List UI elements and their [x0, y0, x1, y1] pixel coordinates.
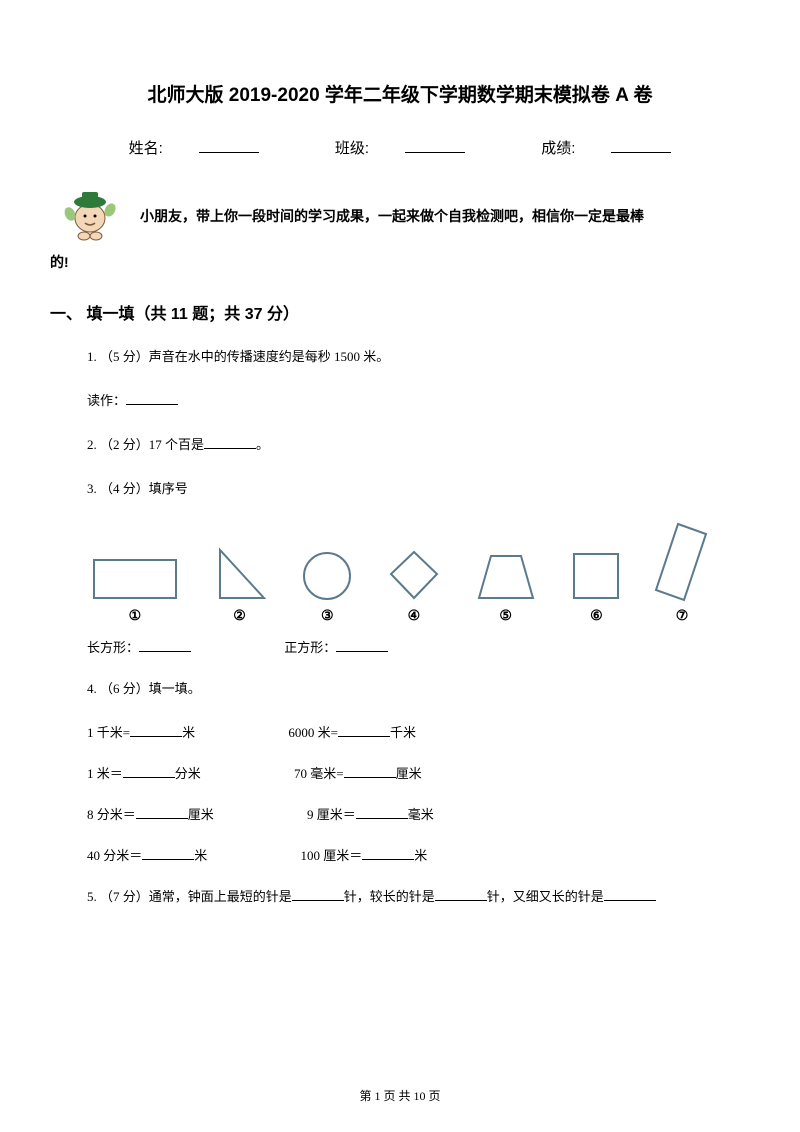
q1-blank — [126, 392, 178, 405]
question-3: 3. （4 分）填序号 — [87, 478, 735, 500]
q4-row-2: 1 米＝ 分米 70 毫米= 厘米 — [87, 763, 735, 782]
blank — [123, 765, 175, 778]
q4-row-4: 40 分米＝ 米 100 厘米＝ 米 — [87, 845, 735, 864]
square-label: 正方形： — [284, 640, 336, 655]
q4-row-3: 8 分米＝ 厘米 9 厘米＝ 毫米 — [87, 804, 735, 823]
question-4: 4. （6 分）填一填。 — [87, 678, 735, 700]
q4r3-lu: 厘米 — [188, 807, 214, 822]
q5-blank2 — [435, 888, 487, 901]
page-footer: 第 1 页 共 10 页 — [0, 1087, 800, 1104]
q4r1-lu: 米 — [182, 725, 195, 740]
shape-triangle: ② — [210, 546, 270, 625]
shape-label-2: ② — [233, 608, 246, 625]
q4r2-lu: 分米 — [175, 766, 201, 781]
shape-label-7: ⑦ — [676, 608, 689, 625]
score-label: 成绩: — [541, 140, 575, 157]
q4r4-ru: 米 — [414, 848, 427, 863]
blank — [130, 724, 182, 737]
q2-text: 2. （2 分）17 个百是 — [87, 437, 204, 452]
shape-trapezoid: ⑤ — [473, 546, 539, 625]
blank — [338, 724, 390, 737]
name-label: 姓名: — [129, 140, 163, 157]
shape-label-5: ⑤ — [499, 608, 512, 625]
question-1: 1. （5 分）声音在水中的传播速度约是每秒 1500 米。 — [87, 346, 735, 368]
rect-label: 长方形： — [87, 640, 139, 655]
question-5: 5. （7 分）通常，钟面上最短的针是 针，较长的针是 针，又细又长的针是 — [87, 886, 735, 908]
intro-text-2: 的! — [50, 252, 735, 272]
page-title: 北师大版 2019-2020 学年二年级下学期数学期末模拟卷 A 卷 — [65, 80, 735, 107]
shape-label-3: ③ — [321, 608, 334, 625]
q4r2-ru: 厘米 — [396, 766, 422, 781]
student-info: 姓名: 班级: 成绩: — [65, 137, 735, 158]
blank — [344, 765, 396, 778]
blank — [136, 806, 188, 819]
q4r1-right: 6000 米= — [288, 725, 338, 740]
q5-prefix: 5. （7 分）通常，钟面上最短的针是 — [87, 889, 292, 904]
blank — [356, 806, 408, 819]
shape-square: ⑥ — [568, 546, 624, 625]
q1-sub-label: 读作： — [87, 393, 126, 408]
q4r2-left: 1 米＝ — [87, 766, 123, 781]
q4r2-right: 70 毫米= — [294, 766, 344, 781]
shape-circle: ③ — [299, 546, 355, 625]
shape-label-4: ④ — [408, 608, 421, 625]
q4r4-right: 100 厘米＝ — [301, 848, 363, 863]
q4r3-left: 8 分米＝ — [87, 807, 136, 822]
intro-row: 小朋友，带上你一段时间的学习成果，一起来做个自我检测吧，相信你一定是最棒 — [65, 188, 735, 244]
q2-suffix: 。 — [256, 437, 269, 452]
class-label: 班级: — [335, 140, 369, 157]
q3-answer-row: 长方形： 正方形： — [87, 637, 735, 656]
q4r4-left: 40 分米＝ — [87, 848, 142, 863]
q2-blank — [204, 436, 256, 449]
q5-mid2: 针，又细又长的针是 — [487, 889, 604, 904]
score-blank — [611, 139, 671, 153]
mascot-icon — [60, 188, 122, 244]
q4r3-right: 9 厘米＝ — [307, 807, 356, 822]
q4r1-ru: 千米 — [390, 725, 416, 740]
q5-mid1: 针，较长的针是 — [344, 889, 435, 904]
q4-row-1: 1 千米= 米 6000 米= 千米 — [87, 722, 735, 741]
rect-blank — [139, 639, 191, 652]
square-blank — [336, 639, 388, 652]
shape-rectangle: ① — [90, 546, 180, 625]
shape-label-1: ① — [129, 608, 142, 625]
blank — [362, 847, 414, 860]
shapes-row: ① ② ③ ④ ⑤ ⑥ ⑦ — [75, 522, 725, 625]
section-1-title: 一、 填一填（共 11 题；共 37 分） — [50, 300, 735, 324]
shape-label-6: ⑥ — [590, 608, 603, 625]
name-blank — [199, 139, 259, 153]
q4r3-ru: 毫米 — [408, 807, 434, 822]
shape-diamond: ④ — [385, 546, 443, 625]
q5-blank3 — [604, 888, 656, 901]
shape-parallelogram: ⑦ — [654, 522, 710, 625]
class-blank — [405, 139, 465, 153]
q5-blank1 — [292, 888, 344, 901]
q4r1-left: 1 千米= — [87, 725, 130, 740]
q4r4-lu: 米 — [194, 848, 207, 863]
question-1-sub: 读作： — [87, 390, 735, 412]
question-2: 2. （2 分）17 个百是 。 — [87, 434, 735, 456]
blank — [142, 847, 194, 860]
intro-text-1: 小朋友，带上你一段时间的学习成果，一起来做个自我检测吧，相信你一定是最棒 — [140, 206, 735, 226]
